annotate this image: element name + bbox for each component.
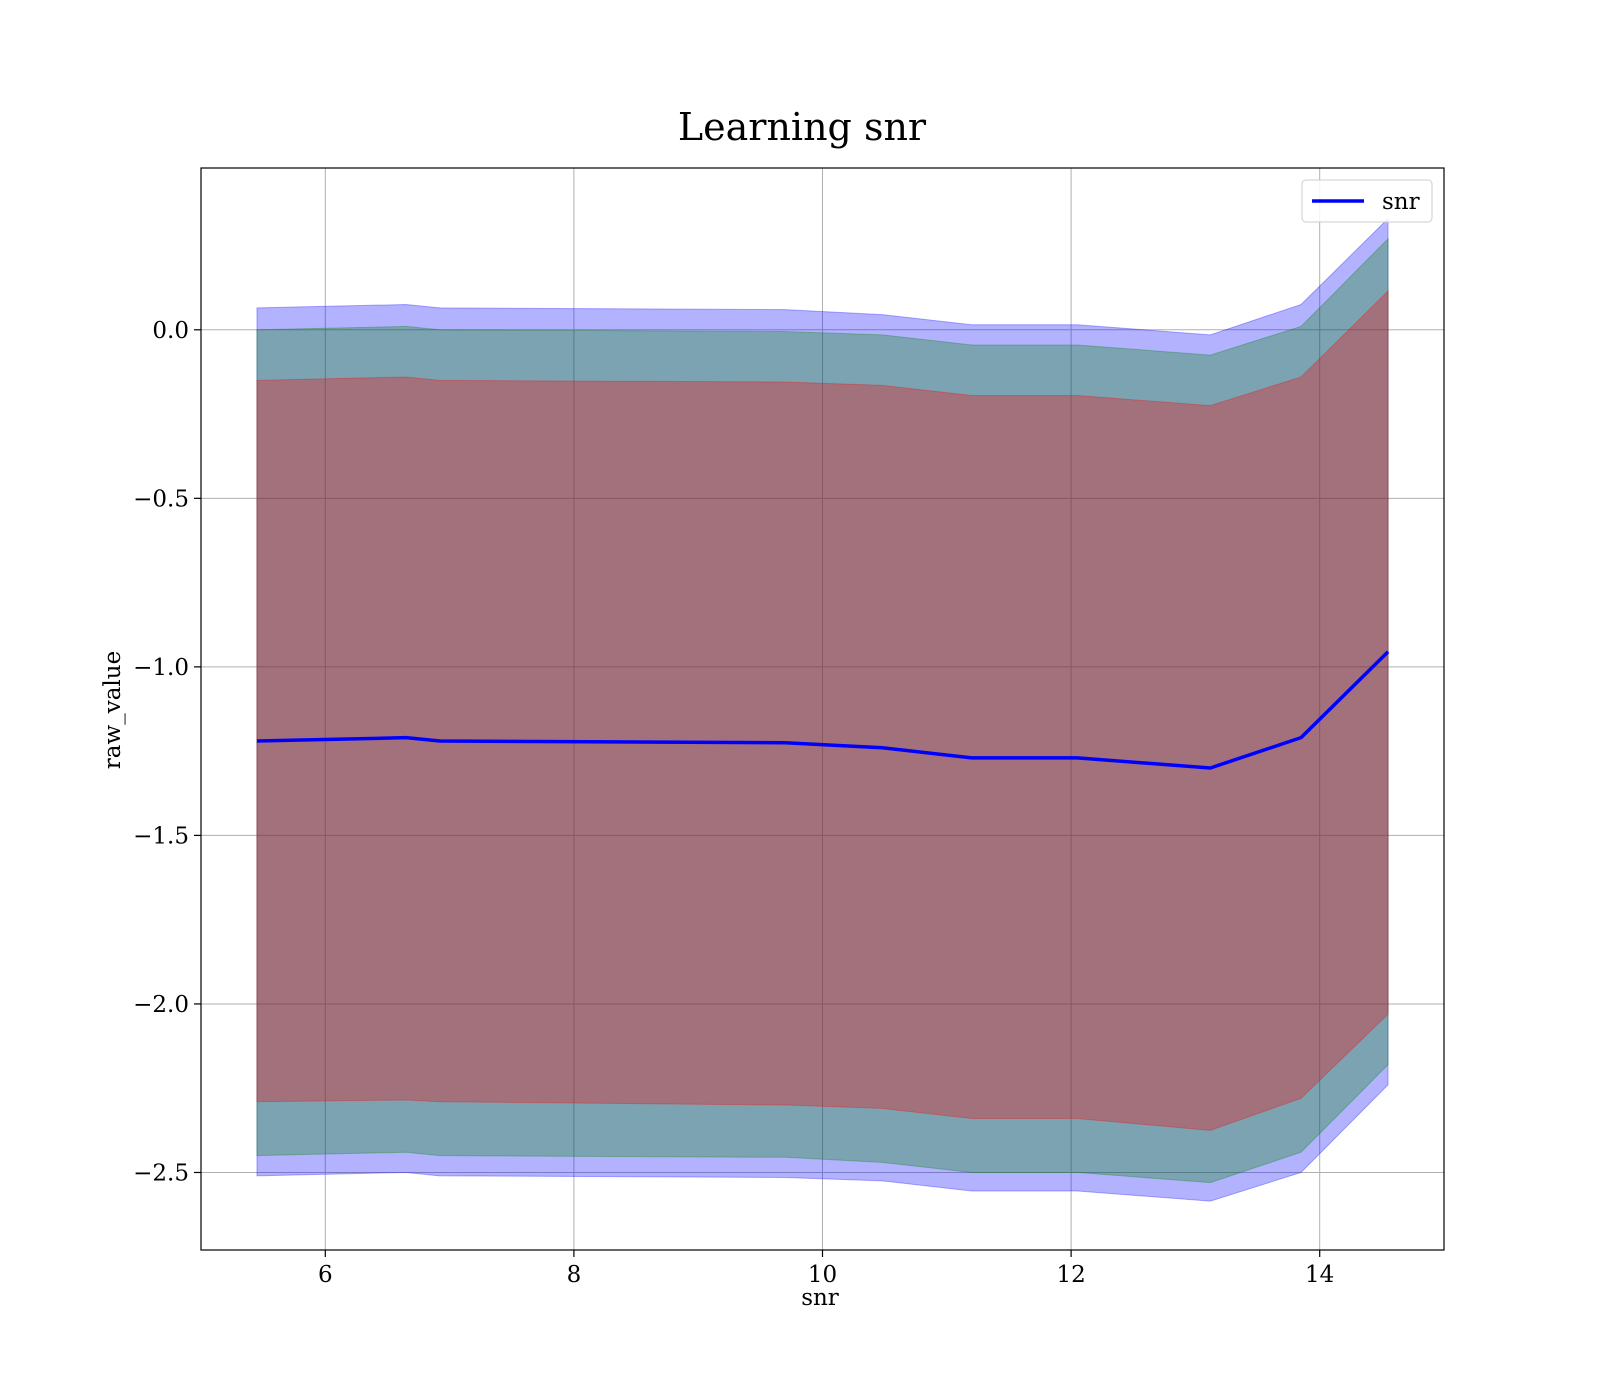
x-tick-label: 12	[1056, 1262, 1085, 1288]
band-middle	[256, 237, 1389, 1184]
legend-label-snr: snr	[1382, 189, 1420, 215]
grid-lines	[201, 168, 1444, 1250]
y-tick-label: −2.5	[133, 1160, 189, 1186]
band-outer	[256, 217, 1389, 1202]
confidence-bands	[256, 217, 1389, 1202]
y-axis-label: raw_value	[100, 651, 126, 769]
x-tick-label: 10	[808, 1262, 837, 1288]
x-axis-label: snr	[801, 1285, 839, 1311]
y-tick-label: −1.5	[133, 823, 189, 849]
legend-box	[1301, 179, 1433, 223]
y-axis-ticks: 0.0 −0.5 −1.0 −1.5 −2.0 −2.5	[133, 318, 201, 1186]
legend: snr	[1301, 179, 1433, 223]
y-tick-label: −0.5	[133, 486, 189, 512]
y-tick-label: −2.0	[133, 992, 189, 1018]
y-tick-label: 0.0	[152, 318, 189, 344]
band-inner	[256, 289, 1389, 1131]
chart-title: Learning snr	[678, 105, 927, 149]
x-tick-label: 14	[1305, 1262, 1334, 1288]
series-lines	[256, 650, 1390, 770]
series-line-snr	[256, 650, 1390, 770]
x-tick-label: 8	[567, 1262, 582, 1288]
x-tick-label: 6	[318, 1262, 333, 1288]
y-tick-label: −1.0	[133, 655, 189, 681]
x-axis-ticks: 6 8 10 12 14	[318, 1250, 1334, 1288]
